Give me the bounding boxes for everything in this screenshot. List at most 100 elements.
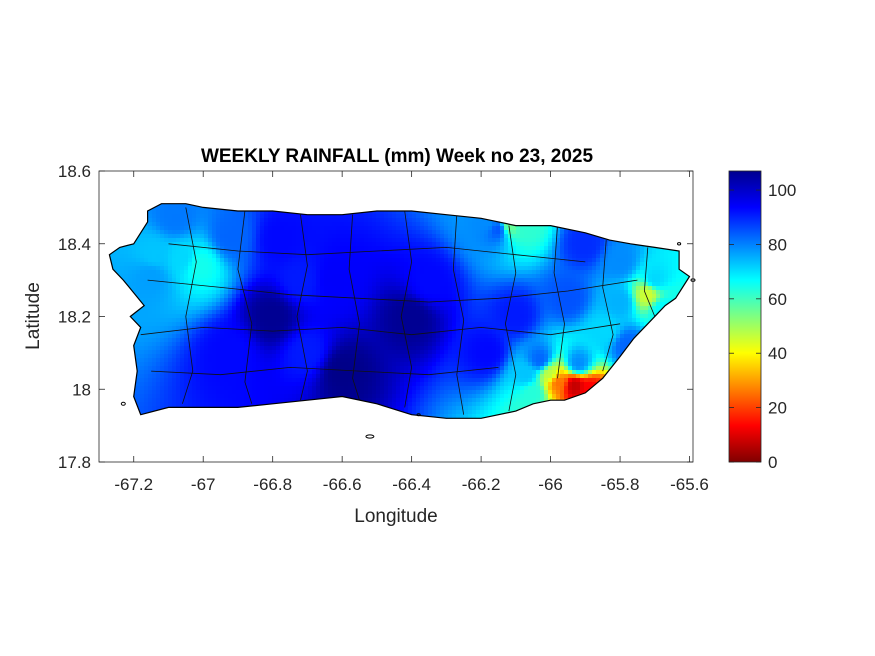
rainfall-cell (120, 250, 125, 255)
rainfall-cell (372, 266, 377, 271)
rainfall-cell (248, 242, 253, 247)
rainfall-cell (308, 322, 313, 327)
rainfall-cell (320, 258, 325, 263)
rainfall-cell (308, 266, 313, 271)
rainfall-cell (244, 386, 249, 391)
rainfall-cell (352, 266, 357, 271)
rainfall-cell (260, 334, 265, 339)
rainfall-cell (148, 374, 153, 379)
rainfall-cell (212, 402, 217, 407)
rainfall-cell (428, 262, 433, 267)
rainfall-cell (252, 386, 257, 391)
rainfall-cell (264, 310, 269, 315)
rainfall-cell (300, 262, 305, 267)
rainfall-cell (364, 258, 369, 263)
rainfall-cell (356, 214, 361, 219)
rainfall-cell (344, 294, 349, 299)
rainfall-cell (236, 222, 241, 227)
rainfall-cell (328, 286, 333, 291)
rainfall-cell (300, 298, 305, 303)
rainfall-cell (300, 334, 305, 339)
rainfall-cell (328, 238, 333, 243)
rainfall-cell (220, 254, 225, 259)
rainfall-cell (348, 378, 353, 383)
rainfall-cell (432, 282, 437, 287)
rainfall-cell (376, 262, 381, 267)
rainfall-cell (176, 358, 181, 363)
rainfall-cell (188, 222, 193, 227)
rainfall-cell (340, 270, 345, 275)
rainfall-cell (156, 310, 161, 315)
rainfall-cell (412, 366, 417, 371)
rainfall-cell (188, 234, 193, 239)
rainfall-cell (252, 290, 257, 295)
rainfall-cell (184, 362, 189, 367)
rainfall-cell (436, 290, 441, 295)
rainfall-cell (120, 254, 125, 259)
rainfall-cell (392, 338, 397, 343)
rainfall-cell (252, 402, 257, 407)
rainfall-cell (220, 354, 225, 359)
rainfall-cell (160, 254, 165, 259)
rainfall-cell (164, 254, 169, 259)
rainfall-cell (424, 322, 429, 327)
rainfall-cell (300, 386, 305, 391)
rainfall-cell (272, 342, 277, 347)
rainfall-cell (148, 218, 153, 223)
rainfall-cell (380, 262, 385, 267)
rainfall-cell (204, 246, 209, 251)
rainfall-cell (336, 362, 341, 367)
rainfall-cell (376, 290, 381, 295)
rainfall-cell (292, 354, 297, 359)
rainfall-cell (420, 266, 425, 271)
rainfall-cell (324, 230, 329, 235)
rainfall-cell (340, 370, 345, 375)
rainfall-cell (284, 314, 289, 319)
rainfall-cell (396, 334, 401, 339)
rainfall-cell (208, 342, 213, 347)
rainfall-cell (260, 270, 265, 275)
rainfall-cell (356, 222, 361, 227)
rainfall-cell (280, 306, 285, 311)
rainfall-cell (404, 370, 409, 375)
rainfall-cell (244, 346, 249, 351)
rainfall-cell (432, 242, 437, 247)
rainfall-cell (360, 266, 365, 271)
rainfall-cell (408, 286, 413, 291)
rainfall-cell (368, 238, 373, 243)
rainfall-cell (292, 266, 297, 271)
rainfall-cell (248, 382, 253, 387)
rainfall-cell (436, 274, 441, 279)
rainfall-cell (436, 278, 441, 283)
rainfall-cell (204, 342, 209, 347)
rainfall-cell (188, 302, 193, 307)
rainfall-cell (180, 382, 185, 387)
rainfall-cell (408, 242, 413, 247)
rainfall-cell (380, 338, 385, 343)
rainfall-cell (224, 350, 229, 355)
rainfall-cell (292, 290, 297, 295)
rainfall-cell (260, 226, 265, 231)
rainfall-cell (236, 282, 241, 287)
rainfall-cell (224, 306, 229, 311)
rainfall-cell (188, 262, 193, 267)
rainfall-cell (276, 330, 281, 335)
rainfall-cell (328, 270, 333, 275)
rainfall-cell (360, 250, 365, 255)
rainfall-cell (264, 322, 269, 327)
rainfall-cell (192, 258, 197, 263)
rainfall-cell (236, 274, 241, 279)
rainfall-cell (272, 242, 277, 247)
rainfall-cell (140, 394, 145, 399)
rainfall-cell (148, 370, 153, 375)
rainfall-cell (268, 338, 273, 343)
rainfall-cell (308, 354, 313, 359)
rainfall-cell (296, 346, 301, 351)
rainfall-cell (404, 270, 409, 275)
rainfall-cell (292, 330, 297, 335)
rainfall-cell (200, 246, 205, 251)
rainfall-cell (400, 330, 405, 335)
rainfall-cell (316, 362, 321, 367)
rainfall-cell (168, 286, 173, 291)
rainfall-cell (200, 226, 205, 231)
